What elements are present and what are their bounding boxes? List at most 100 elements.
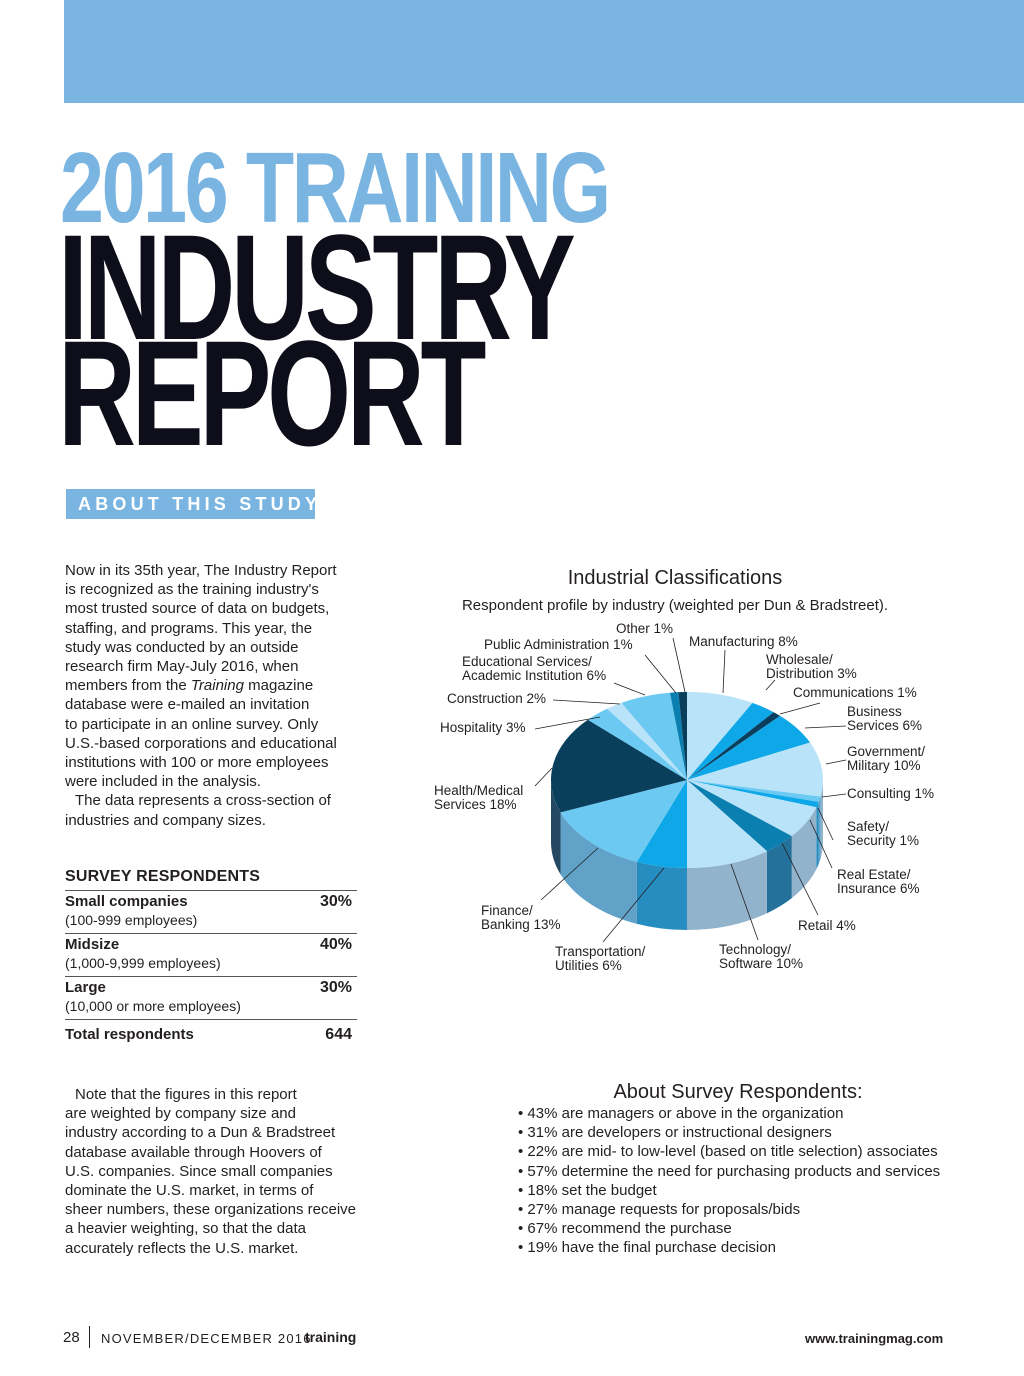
pie-slice	[687, 742, 823, 797]
pie-slice-side	[551, 780, 561, 875]
row-value: 40%	[319, 936, 352, 953]
leader-line	[540, 847, 599, 901]
row-name: Midsize	[65, 936, 120, 953]
pie-label: Wholesale/ Distribution 3%	[766, 652, 857, 681]
leader-line	[821, 793, 847, 798]
title-line-3: REPORT	[58, 309, 486, 477]
leader-line	[730, 863, 759, 941]
text-line: are weighted by company size and	[65, 1105, 296, 1123]
text-line: dominate the U.S. market, in terms of	[65, 1182, 314, 1200]
text-line: U.S.-based corporations and educational	[65, 734, 337, 752]
leader-line	[825, 759, 847, 765]
bullet-item: • 27% manage requests for proposals/bids	[518, 1201, 801, 1219]
leader-line	[765, 679, 776, 691]
text-line: staffing, and programs. This year, the	[65, 619, 313, 637]
title-line-2: INDUSTRY	[58, 203, 576, 371]
pie-slice	[687, 780, 821, 802]
leader-line	[534, 767, 553, 787]
text-span: magazine	[243, 677, 314, 695]
pie-slice-side	[687, 851, 767, 930]
text-line: sheer numbers, these organizations recei…	[65, 1201, 356, 1219]
pie-slice	[687, 692, 753, 780]
issue-date: NOVEMBER/DECEMBER 2016	[101, 1331, 312, 1346]
pie-slice	[687, 780, 792, 852]
row-sub: (10,000 or more employees)	[65, 998, 241, 1014]
pie-slice	[636, 780, 687, 868]
text-line: The data represents a cross-section of	[75, 792, 331, 810]
text-line: institutions with 100 or more employees	[65, 754, 329, 772]
pie-slice-side	[791, 807, 817, 899]
text-line: were included in the analysis.	[65, 773, 261, 791]
pie-slice-side	[636, 861, 687, 930]
website-url: www.trainingmag.com	[805, 1331, 944, 1346]
leader-line	[644, 654, 677, 694]
leader-line	[613, 682, 646, 696]
leader-line	[804, 725, 847, 729]
pie-slice	[669, 692, 687, 780]
text-line: study was conducted by an outside	[65, 638, 299, 656]
chart-subtitle: Respondent profile by industry (weighted…	[461, 597, 889, 614]
pie-label: Retail 4%	[798, 918, 856, 933]
pie-slice	[687, 715, 811, 780]
row-value: 30%	[319, 893, 352, 910]
pie-slice	[687, 712, 781, 780]
text-line: Note that the figures in this report	[75, 1086, 297, 1103]
pie-label: Communications 1%	[793, 685, 917, 700]
pie-label: Business Services 6%	[847, 704, 923, 733]
pie-slice	[687, 780, 819, 808]
row-name: Small companies	[65, 893, 188, 910]
leader-line	[779, 702, 821, 715]
pie-slice	[678, 692, 687, 780]
text-line: industries and company sizes.	[65, 811, 266, 829]
survey-respondents-table: SURVEY RESPONDENTS Small companies (100-…	[65, 868, 357, 1048]
page-number: 28	[63, 1329, 80, 1346]
text-line: database were e-mailed an invitation	[65, 696, 310, 714]
pie-label: Finance/ Banking 13%	[481, 903, 561, 932]
pie-label: Consulting 1%	[847, 786, 935, 801]
about-heading: About Survey Respondents:	[613, 1081, 863, 1103]
footer-divider	[89, 1326, 90, 1348]
pie-label: Construction 2%	[447, 691, 547, 706]
row-name: Total respondents	[65, 1026, 194, 1043]
text-line: members from the Training magazine	[65, 676, 337, 695]
bullet-item: • 67% recommend the purchase	[518, 1220, 732, 1238]
title-line-1: 2016 TRAINING	[60, 132, 611, 244]
text-line: accurately reflects the U.S. market.	[65, 1239, 299, 1257]
table-row: Large (10,000 or more employees) 30%	[65, 977, 357, 1020]
bullet-item: • 22% are mid- to low-level (based on ti…	[518, 1143, 938, 1161]
row-sub: (1,000-9,999 employees)	[65, 955, 221, 971]
bullet-item: • 43% are managers or above in the organ…	[518, 1105, 844, 1122]
pie-slice	[607, 702, 687, 780]
pie-slice	[621, 692, 687, 780]
pie-slice	[687, 702, 774, 780]
pie-label: Transportation/ Utilities 6%	[555, 944, 646, 973]
pie-slice-side	[766, 836, 792, 914]
bullet-item: • 57% determine the need for purchasing …	[518, 1162, 941, 1180]
header-banner	[64, 0, 1024, 103]
leader-line	[722, 649, 726, 694]
table-row: Small companies (100-999 employees) 30%	[65, 891, 357, 934]
row-name: Large	[65, 979, 106, 996]
text-span: members from the	[65, 677, 191, 695]
pie-slice-side	[560, 812, 637, 924]
leader-line	[781, 842, 819, 916]
pie-slice	[551, 719, 687, 813]
text-line: research firm May-July 2016, when	[65, 658, 299, 676]
leader-line	[552, 699, 621, 705]
pie-label: Safety/ Security 1%	[847, 819, 920, 848]
pie-label: Real Estate/ Insurance 6%	[837, 867, 920, 896]
chart-title: Industrial Classifications	[567, 567, 783, 589]
pie-label: Manufacturing 8%	[689, 634, 798, 649]
note-paragraph: Note that the figures in this report are…	[65, 1085, 356, 1258]
pie-label: Hospitality 3%	[440, 720, 526, 735]
bullet-item: • 19% have the final purchase decision	[518, 1239, 776, 1257]
leader-line	[809, 819, 833, 869]
bullet-item: • 31% are developers or instructional de…	[518, 1124, 832, 1142]
intro-paragraph: Now in its 35th year, The Industry Repor…	[65, 561, 337, 830]
pie-slice	[560, 780, 687, 862]
magazine-name: training	[305, 1329, 357, 1345]
pie-label: Technology/ Software 10%	[719, 942, 804, 971]
pie-label: Health/Medical Services 18%	[434, 783, 524, 812]
table-row-total: Total respondents 644	[65, 1020, 357, 1048]
text-line: most trusted source of data on budgets,	[65, 600, 330, 618]
